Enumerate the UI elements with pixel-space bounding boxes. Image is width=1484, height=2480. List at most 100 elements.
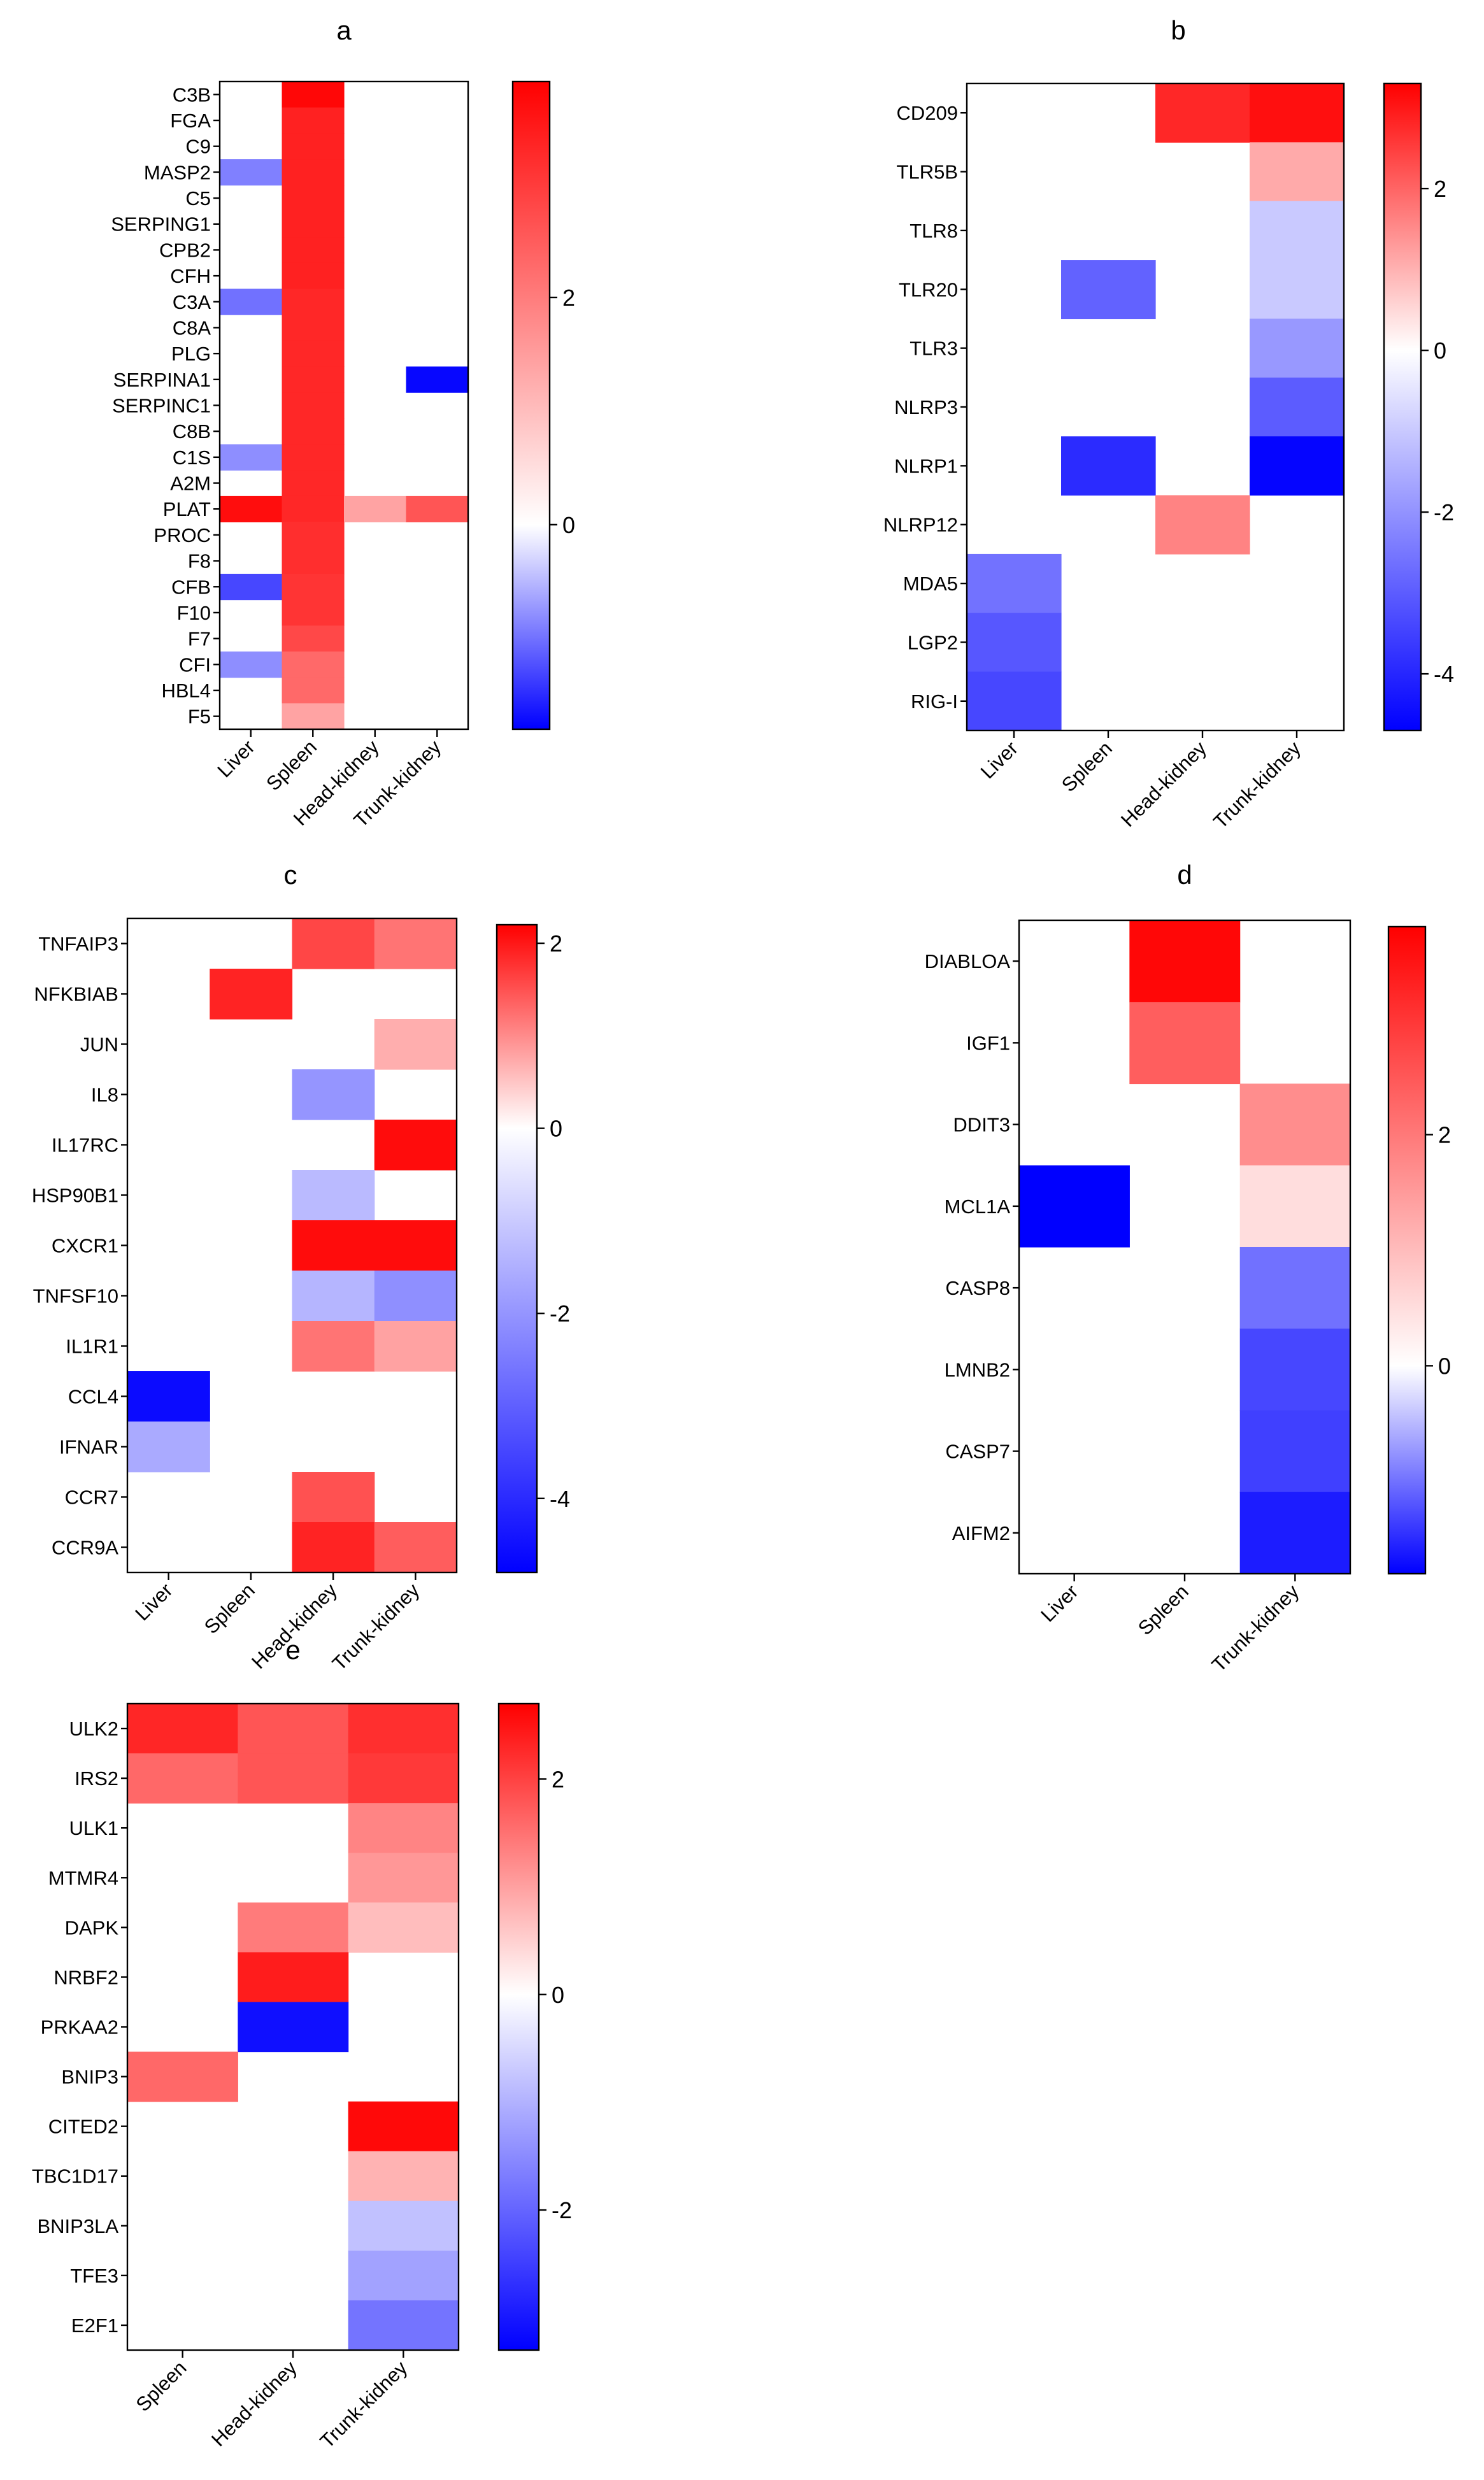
row-label: TLR20 — [899, 278, 958, 301]
row-label: BNIP3 — [61, 2066, 118, 2088]
row-label: F5 — [188, 706, 211, 728]
row-label: IL17RC — [52, 1134, 118, 1157]
column-label: Trunk-kidney — [1208, 1580, 1304, 1676]
row-label: DIABLOA — [925, 950, 1011, 973]
colorbar-tick-label: 2 — [562, 285, 575, 311]
heatmap-cell-C8B-Spleen — [282, 418, 345, 445]
heatmap-cell-HBL4-Spleen — [282, 677, 345, 704]
row-label: ULK2 — [69, 1718, 118, 1740]
heatmap-cell-TLR20-Spleen — [1061, 260, 1156, 320]
heatmap-cell-PLAT-Trunk-kidney — [406, 495, 469, 523]
colorbar-tick-label: -2 — [1434, 499, 1454, 525]
heatmap-panel-d: d DIABLOA IGF1 DDIT3 MCL1A CASP8 LMNB2 CASP7 AIF… — [925, 860, 1451, 1676]
heatmap-cell-IL1R1-Head-kidney — [292, 1321, 375, 1372]
heatmap-cell-RIG-I-Liver — [967, 671, 1062, 731]
colorbar-tick-label: -2 — [552, 2197, 572, 2223]
row-label: TLR3 — [910, 338, 958, 360]
column-label: Head-kidney — [207, 2356, 301, 2451]
heatmap-cell-ULK1-Trunk-kidney — [348, 1803, 459, 1853]
row-label: IFNAR — [59, 1436, 118, 1458]
row-label: TLR8 — [910, 220, 958, 242]
heatmap-cell-SERPINC1-Spleen — [282, 392, 345, 419]
heatmap-cell-MCL1A-Trunk-kidney — [1239, 1165, 1351, 1248]
panel-title-c: c — [284, 860, 297, 890]
row-label: IL8 — [91, 1084, 118, 1106]
colorbar-tick-label: 0 — [1434, 338, 1446, 364]
heatmap-cell-MDA5-Liver — [967, 553, 1062, 613]
heatmap-panel-e: e ULK2 IRS2 ULK1 MTMR4 DAPK NRBF2 PRKAA2 BNIP3 CI… — [32, 1635, 572, 2453]
heatmap-cell-DAPK-Trunk-kidney — [348, 1902, 459, 1953]
heatmap-cell-ULK2-Spleen — [127, 1704, 238, 1754]
column-label: Liver — [213, 736, 259, 781]
heatmap-cell-CD209-Trunk-kidney — [1250, 83, 1345, 143]
row-label: NRBF2 — [54, 1966, 118, 1988]
heatmap-cell-TLR8-Trunk-kidney — [1250, 201, 1345, 260]
heatmap-cell-CCR9A-Trunk-kidney — [374, 1522, 457, 1573]
column-label: Liver — [131, 1579, 176, 1625]
row-label: CASP8 — [945, 1277, 1010, 1299]
heatmap-cell-MCL1A-Liver — [1019, 1165, 1130, 1248]
heatmap-cell-BNIP3-Spleen — [127, 2051, 238, 2102]
panel-title-d: d — [1177, 860, 1192, 890]
heatmap-cell-CCR7-Head-kidney — [292, 1472, 375, 1523]
heatmap-cell-IFNAR-Liver — [127, 1422, 210, 1472]
row-label: LMNB2 — [945, 1358, 1010, 1381]
row-label: TLR5B — [897, 161, 958, 183]
heatmap-cell-SERPINA1-Trunk-kidney — [406, 366, 469, 393]
row-label: HBL4 — [161, 680, 211, 702]
row-label: C5 — [185, 187, 211, 210]
heatmap-cell-TNFSF10-Trunk-kidney — [374, 1271, 457, 1322]
heatmap-cell-IL1R1-Trunk-kidney — [374, 1321, 457, 1372]
heatmap-cell-C3B-Spleen — [282, 82, 345, 108]
heatmap-cell-IRS2-Head-kidney — [238, 1753, 349, 1804]
row-label: RIG-I — [911, 690, 958, 713]
row-label: C1S — [173, 446, 211, 469]
row-label: DAPK — [65, 1916, 119, 1939]
row-label: MCL1A — [945, 1195, 1011, 1218]
heatmap-cell-PLAT-Liver — [220, 495, 283, 523]
column-label: Trunk-kidney — [1209, 737, 1305, 833]
row-label: DDIT3 — [953, 1114, 1010, 1136]
row-label: NLRP3 — [894, 396, 958, 418]
row-label: SERPINA1 — [113, 369, 211, 391]
heatmap-cell-LGP2-Liver — [967, 613, 1062, 673]
colorbar-tick-label: 2 — [1434, 176, 1446, 202]
heatmap-cell-TLR5B-Trunk-kidney — [1250, 142, 1345, 202]
row-label: PLAT — [163, 498, 211, 520]
heatmap-cell-IRS2-Trunk-kidney — [348, 1753, 459, 1804]
colorbar-tick-label: 0 — [550, 1116, 562, 1142]
heatmap-cell-C5-Spleen — [282, 185, 345, 211]
row-label: C8A — [173, 317, 211, 339]
row-label: CCL4 — [68, 1386, 118, 1408]
row-label: CASP7 — [945, 1441, 1010, 1463]
column-label: Trunk-kidney — [316, 2356, 412, 2453]
heatmap-cell-F7-Spleen — [282, 625, 345, 652]
column-label: Trunk-kidney — [328, 1579, 424, 1675]
heatmap-cell-JUN-Trunk-kidney — [374, 1019, 457, 1070]
heatmap-cell-DIABLOA-Spleen — [1129, 920, 1241, 1002]
heatmap-cell-TBC1D17-Trunk-kidney — [348, 2151, 459, 2202]
heatmap-cell-HSP90B1-Head-kidney — [292, 1170, 375, 1221]
heatmap-cell-SERPINA1-Spleen — [282, 366, 345, 393]
heatmap-cell-CITED2-Trunk-kidney — [348, 2101, 459, 2152]
heatmap-cell-NLRP12-Head-kidney — [1155, 495, 1250, 555]
heatmap-cell-FGA-Spleen — [282, 107, 345, 134]
colorbar-tick-label: 2 — [550, 930, 562, 957]
heatmap-cell-MASP2-Spleen — [282, 159, 345, 186]
heatmap-cell-CPB2-Spleen — [282, 237, 345, 264]
heatmap-cell-CFI-Spleen — [282, 651, 345, 678]
row-label: C9 — [185, 136, 211, 158]
heatmap-cell-F10-Spleen — [282, 599, 345, 626]
row-label: SERPING1 — [111, 213, 211, 236]
row-label: NLRP1 — [894, 455, 958, 477]
heatmap-cell-NFKBIAB-Spleen — [210, 969, 293, 1020]
heatmap-cell-NLRP3-Trunk-kidney — [1250, 377, 1345, 437]
heatmap-cell-TFE3-Trunk-kidney — [348, 2250, 459, 2301]
heatmap-cell-NLRP1-Spleen — [1061, 436, 1156, 496]
heatmap-cell-LMNB2-Trunk-kidney — [1239, 1329, 1351, 1411]
colorbar-tick-label: -4 — [1434, 661, 1454, 687]
row-label: FGA — [170, 110, 211, 132]
heatmap-cell-NRBF2-Head-kidney — [238, 1952, 349, 2003]
row-label: NFKBIAB — [34, 983, 118, 1006]
